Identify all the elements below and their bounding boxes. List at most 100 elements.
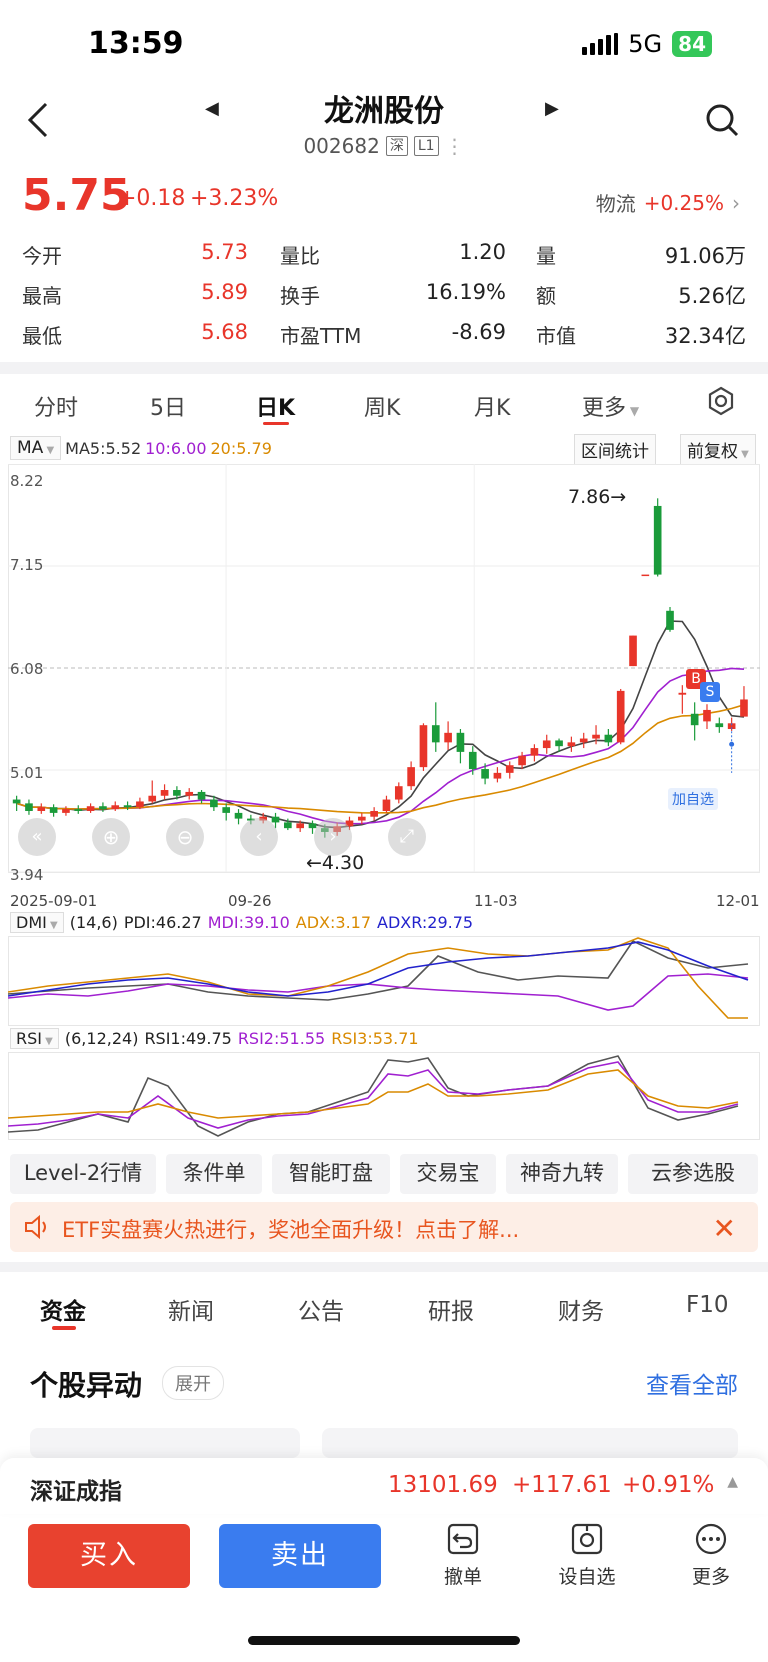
quote-value: 5.89 <box>201 280 248 304</box>
index-change: +117.61 <box>512 1472 612 1498</box>
tab-intraday[interactable]: 分时 <box>34 396 79 421</box>
search-icon[interactable] <box>704 102 740 138</box>
x-tick: 2025-09-01 <box>10 892 98 910</box>
prev-stock-button[interactable]: ◀ <box>205 98 219 119</box>
ma20-value: 20:5.79 <box>210 438 272 458</box>
dmi-selector[interactable]: DMI ▼ <box>10 912 64 933</box>
candle-body <box>407 767 415 787</box>
min-label: ←4.30 <box>306 852 365 874</box>
caret-up-icon[interactable]: ▲ <box>727 1474 738 1490</box>
tab-f10[interactable]: F10 <box>686 1292 729 1318</box>
candle-body <box>62 809 70 813</box>
separator <box>0 362 768 374</box>
quote-value: 32.34亿 <box>664 324 746 348</box>
sector-link[interactable]: 物流 +0.25% › <box>596 188 740 217</box>
candle-body <box>555 740 563 747</box>
zoom-out-icon[interactable]: ⊖ <box>166 818 204 856</box>
add-watch-marker[interactable]: 加自选 <box>668 788 718 810</box>
quote-value: 1.20 <box>459 240 506 264</box>
quote-label: 今开 <box>22 244 62 268</box>
quote-value: 16.19% <box>425 280 506 304</box>
sell-button[interactable]: 卖出 <box>219 1524 381 1588</box>
rsi-legend: RSI ▼ (6,12,24) RSI1:49.75 RSI2:51.55 RS… <box>10 1028 419 1049</box>
tab-capital[interactable]: 资金 <box>40 1299 86 1325</box>
step-right-icon[interactable]: › <box>314 818 352 856</box>
dmi-chart <box>8 936 760 1026</box>
candle-body <box>579 738 588 743</box>
candle-body <box>530 748 539 756</box>
tab-monthly-k[interactable]: 月K <box>474 396 511 421</box>
price-change: +0.18 <box>118 186 186 211</box>
tab-research[interactable]: 研报 <box>428 1299 474 1325</box>
next-stock-button[interactable]: ▶ <box>545 98 559 119</box>
y-tick: 8.22 <box>10 472 44 490</box>
chip-trade-treasure[interactable]: 交易宝 <box>400 1154 496 1194</box>
ma-label: MA <box>17 438 44 458</box>
rsi-label: RSI <box>16 1029 42 1048</box>
quote-label: 市盈TTM <box>280 324 362 348</box>
more-dots-icon[interactable]: ⋮ <box>444 134 465 158</box>
tab-daily-k[interactable]: 日K <box>256 396 296 421</box>
dmi-adx: ADX:3.17 <box>295 913 372 932</box>
caret-down-icon: ▼ <box>42 1036 53 1047</box>
dmi-legend: DMI ▼ (14,6) PDI:46.27 MDI:39.10 ADX:3.1… <box>10 912 473 933</box>
quote-label: 市值 <box>536 324 576 348</box>
add-watchlist-button[interactable]: 设自选 <box>542 1522 632 1589</box>
expand-button[interactable]: 展开 <box>162 1366 224 1400</box>
max-label: 7.86→ <box>568 486 627 508</box>
candle-body <box>308 823 317 829</box>
chip-level2[interactable]: Level-2行情 <box>10 1154 156 1194</box>
tab-5day[interactable]: 5日 <box>150 396 186 421</box>
scroll-left-icon[interactable]: « <box>18 818 56 856</box>
range-stats-button[interactable]: 区间统计 <box>574 434 656 465</box>
tab-weekly-k[interactable]: 周K <box>364 396 401 421</box>
candle-body <box>456 732 465 752</box>
ma10-value: 10:6.00 <box>145 438 207 458</box>
y-tick: 6.08 <box>10 660 44 678</box>
y-tick: 5.01 <box>10 764 44 782</box>
candle-body <box>210 799 218 808</box>
sector-pct: +0.25% <box>643 190 724 215</box>
zoom-in-icon[interactable]: ⊕ <box>92 818 130 856</box>
ma-selector[interactable]: MA ▼ <box>10 436 62 460</box>
chip-conditional-order[interactable]: 条件单 <box>166 1154 262 1194</box>
settings-icon[interactable] <box>706 386 736 416</box>
cancel-order-button[interactable]: 撤单 <box>418 1522 508 1589</box>
sell-marker[interactable]: S <box>700 682 720 702</box>
adjust-label: 前复权 <box>687 442 738 462</box>
back-icon[interactable] <box>24 100 54 140</box>
close-icon[interactable]: ✕ <box>712 1212 736 1245</box>
tab-news[interactable]: 新闻 <box>168 1299 214 1325</box>
chip-smart-watch[interactable]: 智能盯盘 <box>272 1154 390 1194</box>
candle-body <box>592 734 600 739</box>
rsi-chart <box>8 1052 760 1140</box>
chip-nine-turns[interactable]: 神奇九转 <box>506 1154 618 1194</box>
adjust-button[interactable]: 前复权 ▼ <box>680 434 756 465</box>
candle-body <box>234 812 243 819</box>
candle-body <box>740 699 748 717</box>
view-all-link[interactable]: 查看全部 <box>646 1373 738 1399</box>
tab-more[interactable]: 更多 ▼ <box>582 390 639 422</box>
anomaly-card[interactable] <box>30 1428 300 1458</box>
fullscreen-icon[interactable]: ⤢ <box>388 818 426 856</box>
tab-announcements[interactable]: 公告 <box>298 1299 344 1325</box>
step-left-icon[interactable]: ‹ <box>240 818 278 856</box>
candle-body <box>567 742 576 747</box>
kline-chart[interactable] <box>8 464 760 884</box>
index-bar[interactable]: 深证成指 13101.69 +117.61 +0.91% ▲ <box>0 1458 768 1514</box>
promo-banner[interactable]: ETF实盘赛火热进行，奖池全面升级！点击了解... ✕ <box>10 1202 758 1252</box>
candle-body <box>382 799 391 811</box>
candle-body <box>345 820 354 827</box>
more-button[interactable]: 更多 <box>666 1522 756 1589</box>
chip-cloud-picker[interactable]: 云参选股 <box>628 1154 758 1194</box>
candle-body <box>173 790 181 796</box>
rsi-selector[interactable]: RSI ▼ <box>10 1028 59 1049</box>
tab-finance[interactable]: 财务 <box>558 1299 604 1325</box>
candle-body <box>86 806 95 811</box>
quote-value: 5.73 <box>201 240 248 264</box>
buy-button[interactable]: 买入 <box>28 1524 190 1588</box>
anomaly-card[interactable] <box>322 1428 738 1458</box>
cancel-order-icon <box>447 1523 479 1555</box>
watch-dot <box>729 741 735 747</box>
chart-controls: « ⊕ ⊖ ‹ › ⤢ <box>18 818 438 858</box>
